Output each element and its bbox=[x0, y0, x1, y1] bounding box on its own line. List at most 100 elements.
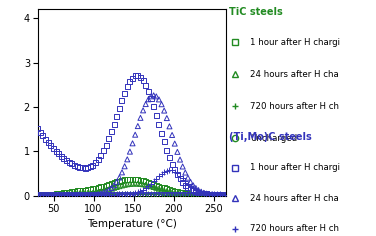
Point bbox=[119, 194, 125, 198]
Point bbox=[79, 189, 85, 192]
Point bbox=[100, 193, 106, 196]
Point bbox=[132, 194, 138, 198]
Point bbox=[56, 193, 62, 197]
Point bbox=[169, 190, 175, 194]
Point bbox=[167, 190, 173, 194]
Point bbox=[146, 193, 152, 197]
Point bbox=[146, 180, 152, 184]
Point bbox=[66, 194, 72, 197]
Point bbox=[132, 191, 138, 195]
Point bbox=[167, 156, 173, 159]
Point bbox=[138, 194, 144, 198]
Point bbox=[53, 193, 59, 197]
Point bbox=[177, 177, 183, 181]
Point bbox=[206, 194, 212, 197]
Point bbox=[71, 164, 77, 167]
Point bbox=[100, 184, 106, 188]
Point bbox=[174, 150, 180, 154]
Point bbox=[135, 124, 141, 128]
Point bbox=[153, 94, 159, 98]
Point bbox=[164, 193, 170, 197]
Point bbox=[177, 174, 183, 178]
Point bbox=[87, 191, 93, 195]
Point bbox=[219, 193, 225, 197]
Point bbox=[209, 193, 215, 197]
Point bbox=[167, 124, 173, 128]
Point bbox=[198, 193, 204, 197]
Point bbox=[156, 97, 162, 101]
Point bbox=[196, 194, 202, 197]
Point bbox=[45, 193, 51, 197]
Point bbox=[82, 193, 88, 197]
Point bbox=[201, 194, 207, 197]
Point bbox=[193, 193, 199, 197]
Point bbox=[64, 159, 70, 162]
Point bbox=[103, 192, 109, 196]
Point bbox=[127, 150, 133, 153]
Point bbox=[146, 194, 152, 198]
Point bbox=[90, 187, 96, 191]
Point bbox=[196, 193, 202, 197]
Point bbox=[69, 190, 75, 194]
Point bbox=[188, 192, 194, 196]
Point bbox=[185, 176, 191, 180]
Point bbox=[116, 176, 122, 179]
Point bbox=[143, 186, 149, 190]
Point bbox=[138, 182, 144, 186]
Point bbox=[45, 194, 51, 198]
Point bbox=[217, 194, 223, 197]
Point bbox=[87, 165, 93, 169]
Point bbox=[53, 149, 59, 153]
Point bbox=[201, 191, 207, 195]
Point bbox=[82, 193, 88, 196]
Point bbox=[198, 190, 204, 194]
Point bbox=[42, 194, 49, 198]
Point bbox=[95, 194, 101, 198]
Point bbox=[119, 192, 125, 196]
Point bbox=[92, 190, 99, 194]
Point bbox=[164, 194, 170, 198]
Point bbox=[90, 193, 96, 197]
Point bbox=[140, 194, 146, 198]
Point bbox=[114, 194, 120, 198]
Point bbox=[45, 194, 51, 197]
Point bbox=[138, 193, 144, 197]
Point bbox=[82, 193, 88, 197]
Point bbox=[140, 182, 146, 186]
Point bbox=[211, 194, 217, 197]
Point bbox=[211, 193, 217, 196]
Point bbox=[214, 194, 220, 198]
Point bbox=[172, 194, 178, 198]
Point bbox=[182, 193, 188, 196]
Point bbox=[159, 172, 165, 176]
Point bbox=[108, 187, 114, 190]
Point bbox=[130, 192, 136, 196]
Point bbox=[198, 194, 204, 197]
Point bbox=[167, 193, 173, 197]
Point bbox=[214, 193, 220, 196]
Point bbox=[214, 193, 220, 196]
Point bbox=[77, 193, 83, 197]
Point bbox=[106, 194, 112, 198]
Point bbox=[111, 183, 117, 187]
Point bbox=[148, 184, 154, 188]
Point bbox=[61, 193, 67, 197]
Point bbox=[214, 194, 220, 197]
Text: TiC steels: TiC steels bbox=[229, 7, 283, 17]
Point bbox=[222, 194, 228, 197]
Point bbox=[111, 181, 117, 185]
Point bbox=[209, 192, 215, 196]
Point bbox=[56, 152, 62, 156]
Point bbox=[201, 193, 207, 197]
Point bbox=[177, 193, 183, 197]
Point bbox=[40, 193, 46, 197]
Point bbox=[87, 187, 93, 191]
Point bbox=[211, 193, 217, 197]
Point bbox=[77, 193, 83, 196]
Point bbox=[180, 193, 186, 197]
Point bbox=[69, 193, 75, 197]
Point bbox=[188, 193, 194, 197]
Point bbox=[98, 192, 104, 195]
Point bbox=[61, 193, 67, 196]
Point bbox=[85, 193, 91, 197]
